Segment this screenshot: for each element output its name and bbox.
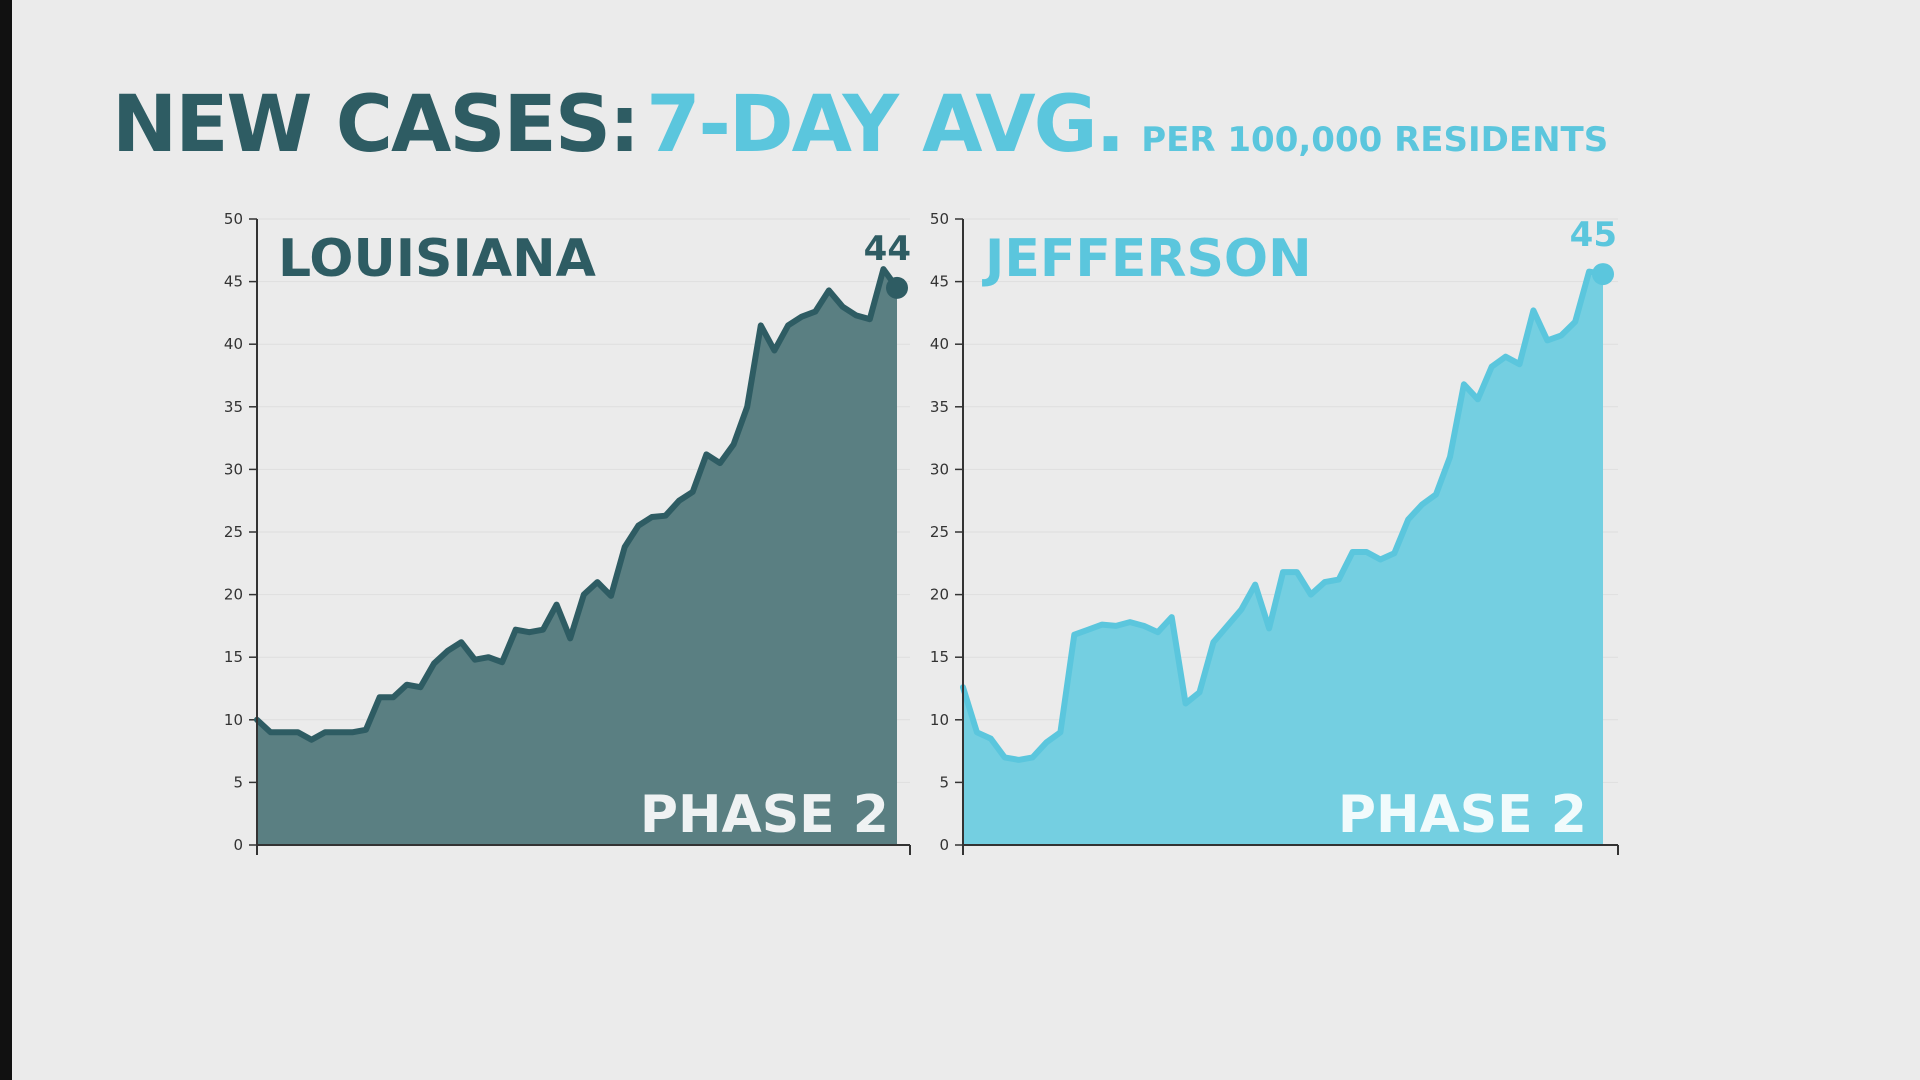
louisiana-y-tick-label: 40 — [224, 335, 243, 353]
louisiana-y-tick-label: 0 — [233, 836, 243, 854]
jefferson-end-marker — [1592, 263, 1614, 286]
louisiana-y-tick-label: 10 — [224, 711, 243, 729]
jefferson-y-tick-label: 15 — [930, 648, 949, 666]
jefferson-y-tick-label: 40 — [930, 335, 949, 353]
jefferson-y-tick-label: 10 — [930, 711, 949, 729]
jefferson-chart: 0 5 10 15 20 25 30 35 40 45 50 45 JEFFERSON PHASE 2 — [930, 210, 1619, 855]
louisiana-y-tick-label: 50 — [224, 210, 243, 228]
jefferson-y-tick-label: 0 — [939, 836, 949, 854]
chart-headline: NEW CASES: 7-DAY AVG. PER 100,000 RESIDENT… — [112, 80, 1608, 170]
headline-subtitle: PER 100,000 RESIDENTS — [1141, 120, 1609, 160]
louisiana-y-tick-label: 45 — [224, 273, 243, 291]
louisiana-phase-label: PHASE 2 — [640, 785, 889, 845]
jefferson-y-tick-label: 25 — [930, 523, 949, 541]
louisiana-y-tick-label: 20 — [224, 586, 243, 604]
jefferson-y-tick-label: 30 — [930, 460, 949, 478]
louisiana-y-tick-label: 5 — [233, 773, 243, 791]
louisiana-title: LOUISIANA — [278, 229, 596, 289]
jefferson-line — [960, 268, 1606, 763]
jefferson-y-tick-label: 35 — [930, 398, 949, 416]
louisiana-end-marker — [886, 276, 908, 299]
louisiana-line — [254, 266, 900, 743]
jefferson-y-tick-label: 45 — [930, 273, 949, 291]
louisiana-area — [257, 269, 897, 846]
louisiana-end-label: 44 — [864, 229, 911, 269]
louisiana-y-tick-label: 35 — [224, 398, 243, 416]
louisiana-y-tick-label: 25 — [224, 523, 243, 541]
headline-accent: 7-DAY AVG. — [646, 80, 1125, 170]
louisiana-y-tick-label: 15 — [224, 648, 243, 666]
jefferson-end-label: 45 — [1570, 215, 1617, 255]
headline-main: NEW CASES: — [112, 80, 640, 170]
louisiana-chart: 0 5 10 15 20 25 30 35 40 45 50 44 LOUISIANA PHASE 2 — [224, 210, 911, 855]
jefferson-phase-label: PHASE 2 — [1338, 785, 1587, 845]
jefferson-y-tick-label: 20 — [930, 586, 949, 604]
louisiana-y-tick-label: 30 — [224, 460, 243, 478]
jefferson-title: JEFFERSON — [982, 229, 1312, 289]
jefferson-y-tick-label: 50 — [930, 210, 949, 228]
jefferson-area — [963, 271, 1603, 846]
jefferson-y-tick-label: 5 — [939, 773, 949, 791]
